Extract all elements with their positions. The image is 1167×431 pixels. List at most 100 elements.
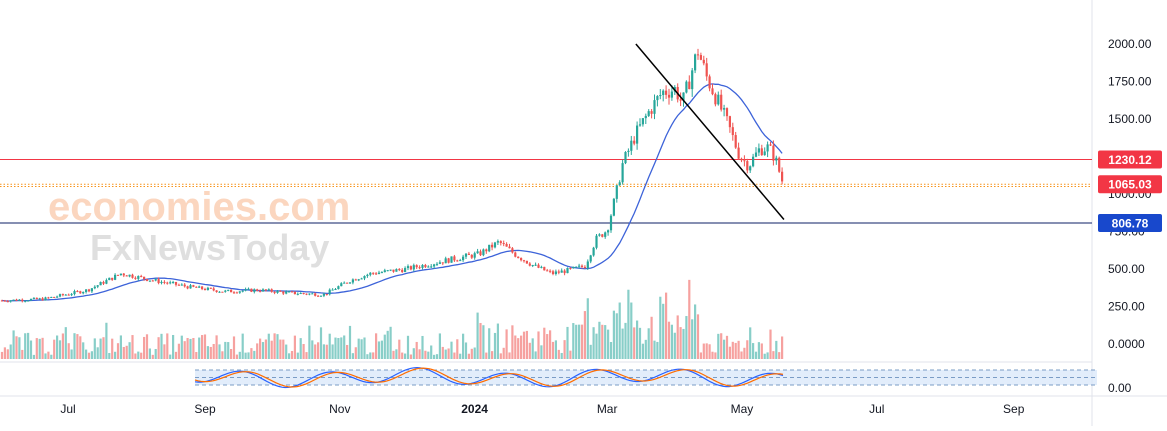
volume-bar <box>64 327 67 359</box>
candle-body <box>343 282 346 284</box>
volume-bar <box>682 328 685 359</box>
volume-bar <box>618 302 621 359</box>
candle-body <box>218 291 221 293</box>
candle-body <box>392 269 395 272</box>
volume-bar <box>717 333 720 359</box>
candle-body <box>586 261 589 269</box>
volume-bar <box>134 353 137 359</box>
volume-bar <box>699 352 702 359</box>
volume-bar <box>180 335 183 359</box>
candle-body <box>679 99 682 101</box>
volume-bar <box>769 329 772 359</box>
candle-body <box>50 296 53 298</box>
volume-bar <box>493 332 497 359</box>
candle-body <box>221 291 224 293</box>
candle-body <box>99 281 102 286</box>
volume-bar <box>172 334 175 359</box>
volume-bar <box>299 338 302 359</box>
volume-bar <box>267 333 270 359</box>
volume-bar <box>754 351 758 359</box>
volume-bar <box>163 344 166 359</box>
volume-bar <box>522 331 526 359</box>
volume-bar <box>114 351 117 359</box>
volume-bar <box>752 343 755 359</box>
volume-bar <box>375 333 378 359</box>
volume-bar <box>264 339 267 359</box>
volume-bar <box>444 349 447 359</box>
volume-bar <box>119 335 122 359</box>
volume-bar <box>215 335 218 359</box>
candle-body <box>772 145 775 161</box>
candle-body <box>116 274 120 276</box>
volume-bar <box>598 321 601 359</box>
volume-bar <box>546 334 549 359</box>
volume-bar <box>50 354 53 359</box>
volume-bar <box>746 340 749 359</box>
volume-bar <box>261 342 265 359</box>
volume-bar <box>404 353 407 359</box>
volume-bar <box>580 324 584 359</box>
volume-bar <box>241 333 244 359</box>
candle-body <box>264 289 267 291</box>
volume-bar <box>772 351 775 359</box>
volume-bar <box>148 348 151 359</box>
volume-bar <box>723 339 726 359</box>
volume-bar <box>93 338 96 359</box>
candle-body <box>424 264 427 268</box>
volume-bar <box>392 350 395 359</box>
volume-bar <box>140 352 143 359</box>
candle-body <box>174 281 178 285</box>
candle-body <box>708 76 711 89</box>
candle-body <box>734 135 737 148</box>
volume-bar <box>398 339 401 359</box>
volume-bar <box>334 337 337 359</box>
candle-body <box>261 289 265 292</box>
candle-body <box>775 157 778 161</box>
candle-body <box>203 289 207 291</box>
volume-bar <box>653 340 656 359</box>
volume-bar <box>520 335 523 359</box>
candle-body <box>578 265 581 267</box>
candle-body <box>29 298 33 301</box>
time-tick-label: Jul <box>869 402 884 416</box>
volume-bar <box>73 333 76 359</box>
candle-body <box>241 290 244 292</box>
volume-bar <box>627 289 630 359</box>
candle-body <box>143 276 146 280</box>
candle-body <box>502 243 505 245</box>
volume-bar <box>775 340 778 359</box>
candle-body <box>267 289 270 291</box>
price-tick-label: 2000.00 <box>1108 37 1152 51</box>
candle-body <box>653 100 656 114</box>
volume-bar <box>659 296 662 359</box>
candle-body <box>685 81 688 93</box>
candle-body <box>418 267 421 269</box>
candle-body <box>482 249 485 256</box>
volume-bar <box>76 334 79 359</box>
volume-bar <box>85 349 88 359</box>
volume-bar <box>665 292 668 359</box>
volume-bar <box>615 313 618 359</box>
candle-body <box>114 274 117 280</box>
volume-bar <box>572 323 575 359</box>
candle-body <box>647 111 650 116</box>
volume-bar <box>35 338 38 359</box>
candle-body <box>398 269 401 271</box>
axes: 2000.001750.001500.001000.00750.00500.00… <box>60 37 1151 416</box>
volume-bar <box>15 336 18 359</box>
candle-body <box>351 279 354 283</box>
oscillator-tick-label: 0.00 <box>1108 381 1132 395</box>
volume-bar <box>586 298 589 359</box>
volume-bar <box>464 342 468 359</box>
volume-bar <box>462 333 465 359</box>
candle-body <box>308 293 311 295</box>
volume-bar <box>415 341 418 359</box>
candle-body <box>470 254 473 258</box>
moving-average-line <box>1 83 783 302</box>
candle-body <box>325 293 328 295</box>
candle-body <box>288 291 291 293</box>
volume-bar <box>9 344 12 359</box>
volume-bar <box>386 330 389 359</box>
volume-bar <box>247 352 250 359</box>
volume-bar <box>369 352 372 359</box>
